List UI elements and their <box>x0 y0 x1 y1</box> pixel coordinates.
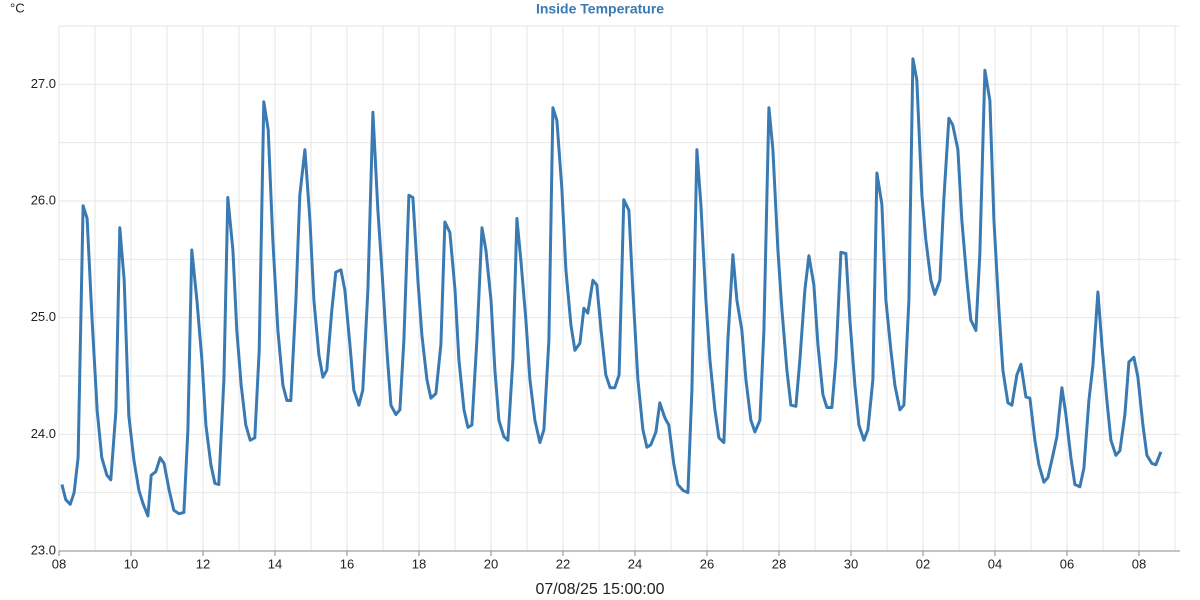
chart-title: Inside Temperature <box>536 1 664 17</box>
x-tick-label: 02 <box>916 556 930 571</box>
x-tick-label: 10 <box>124 556 138 571</box>
y-tick-label: 27.0 <box>31 76 56 91</box>
x-tick-label: 20 <box>484 556 498 571</box>
x-tick-label: 04 <box>988 556 1002 571</box>
x-tick-label: 30 <box>844 556 858 571</box>
x-tick-label: 26 <box>700 556 714 571</box>
x-tick-label: 14 <box>268 556 282 571</box>
x-tick-label: 24 <box>628 556 642 571</box>
x-tick-label: 06 <box>1060 556 1074 571</box>
x-tick-label: 08 <box>52 556 66 571</box>
y-tick-label: 25.0 <box>31 309 56 324</box>
y-axis-label: °C <box>10 0 25 15</box>
x-tick-label: 16 <box>340 556 354 571</box>
line-series <box>60 57 1163 518</box>
y-tick-label: 26.0 <box>31 192 56 207</box>
y-tick-label: 24.0 <box>31 426 56 441</box>
x-axis-label: 07/08/25 15:00:00 <box>535 581 664 598</box>
x-tick-label: 18 <box>412 556 426 571</box>
x-tick-label: 08 <box>1132 556 1146 571</box>
x-tick-label: 28 <box>772 556 786 571</box>
x-tick-label: 22 <box>556 556 570 571</box>
y-tick-label: 23.0 <box>31 542 56 557</box>
x-tick-label: 12 <box>196 556 210 571</box>
